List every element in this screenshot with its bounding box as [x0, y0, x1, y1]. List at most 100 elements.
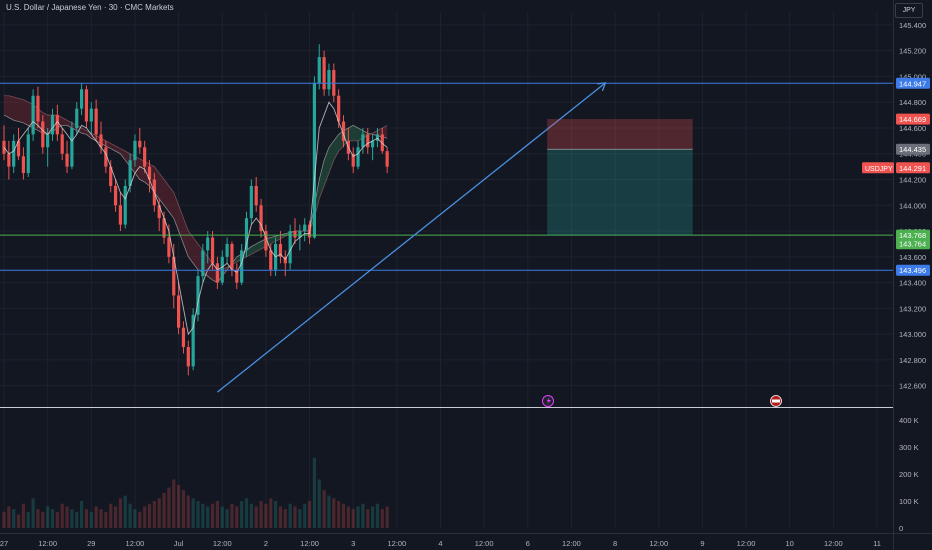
volume-bar	[283, 509, 287, 528]
price-axis[interactable]: 145.400 145.200 145.000 144.800 144.600 144.4…	[862, 21, 930, 391]
volume-bar	[84, 509, 89, 528]
price-tick-label: 143.600	[899, 253, 926, 262]
volume-bar	[225, 509, 229, 528]
volume-bar	[118, 498, 122, 528]
volume-tick-label: 0	[899, 524, 903, 533]
symbol-tag-label: USDJPY	[865, 166, 893, 173]
time-tick-label: 12:00	[824, 539, 843, 548]
volume-bar	[322, 490, 326, 528]
volume-bar	[191, 498, 195, 528]
volume-bar	[278, 506, 283, 528]
price-tick-label: 145.400	[899, 21, 926, 30]
candle	[36, 95, 40, 122]
candle	[143, 147, 147, 167]
volume-bar	[172, 479, 176, 528]
price-tick-label: 143.200	[899, 304, 926, 313]
price-tick-label: 142.600	[899, 382, 926, 391]
candle	[138, 140, 142, 148]
volume-bar	[104, 511, 108, 528]
candle	[269, 250, 273, 270]
candle	[21, 156, 25, 174]
volume-bar	[385, 506, 389, 528]
candle	[26, 134, 30, 174]
candle	[259, 205, 263, 232]
kumo-segment	[270, 236, 276, 244]
volume-bar	[269, 498, 273, 528]
volume-bar	[375, 503, 380, 528]
time-axis[interactable]: 27 12:00 29 12:00 Jul 12:00 2 12:00 3 12:00 4 12:00…	[0, 533, 932, 549]
volume-bar	[317, 479, 321, 528]
volume-bar	[162, 492, 166, 528]
candle	[366, 134, 370, 148]
volume-bar	[254, 506, 258, 528]
kumo-segment	[71, 122, 77, 131]
price-label-badge	[896, 229, 930, 241]
volume-bar	[244, 498, 249, 528]
kumo-segment	[18, 98, 24, 123]
kumo-segment	[62, 117, 68, 126]
ichimoku-lines	[3, 101, 388, 336]
volume-bar	[215, 501, 219, 528]
symbol-title[interactable]: U.S. Dollar / Japanese Yen · 30 · CMC Ma…	[6, 3, 174, 12]
time-tick-label: 12:00	[737, 539, 756, 548]
volume-bar	[235, 506, 239, 528]
kumo-segment	[333, 134, 339, 161]
kumo-segment	[168, 185, 174, 219]
candle	[240, 250, 244, 283]
volume-bar	[123, 495, 127, 528]
volume-bar	[327, 495, 331, 528]
time-tick-label: 3	[351, 539, 355, 548]
candle	[288, 231, 292, 264]
price-tick-label: 143.400	[899, 279, 926, 288]
candle	[118, 205, 122, 225]
candle	[317, 57, 321, 83]
volume-bar	[332, 498, 336, 528]
volume-bar	[21, 503, 25, 528]
volume-bar	[94, 506, 98, 528]
kumo-segment	[81, 127, 87, 135]
volume-bar	[36, 509, 40, 528]
volume-bar	[50, 509, 55, 528]
volume-bar	[16, 514, 21, 528]
volume-bar	[303, 503, 307, 528]
kumo-segment	[134, 156, 140, 180]
volume-bar	[341, 503, 346, 528]
candle	[55, 115, 59, 135]
kumo-segment	[348, 125, 354, 141]
time-tick-label: 29	[87, 539, 95, 548]
candle	[206, 237, 210, 251]
currency-button[interactable]: JPY	[895, 3, 923, 18]
kumo-segment	[328, 140, 334, 174]
price-label-badge	[896, 143, 930, 155]
volume-bar	[7, 506, 11, 528]
senkou-span-a	[3, 114, 388, 284]
price-label-value: 143.768	[899, 231, 926, 240]
volume-axis: 400 K 300 K 200 K 100 K 0	[899, 416, 919, 533]
time-tick-label: 27	[0, 539, 8, 548]
volume-bar	[133, 509, 137, 528]
kumo-segment	[8, 95, 14, 121]
volume-bar	[60, 503, 64, 528]
kumo-segment	[120, 148, 126, 161]
volume-bar	[230, 503, 234, 528]
drawings[interactable]	[0, 82, 893, 393]
kumo-segment	[178, 205, 184, 244]
volume-bar	[249, 503, 253, 528]
candle	[84, 89, 89, 122]
volume-bar	[128, 503, 132, 528]
time-tick-label: 10	[786, 539, 794, 548]
volume-bar	[31, 498, 35, 528]
candle	[172, 256, 176, 296]
candle	[162, 218, 166, 238]
volume-bar	[75, 511, 79, 528]
candle	[7, 153, 11, 167]
candle	[12, 140, 16, 167]
volume-bar	[371, 506, 375, 528]
price-label-value: 144.435	[899, 145, 926, 154]
candle	[385, 151, 389, 167]
kumo-segment	[251, 243, 257, 255]
kumo-segment	[193, 237, 198, 270]
volume-bar	[157, 498, 161, 528]
event-markers[interactable]	[542, 395, 782, 407]
